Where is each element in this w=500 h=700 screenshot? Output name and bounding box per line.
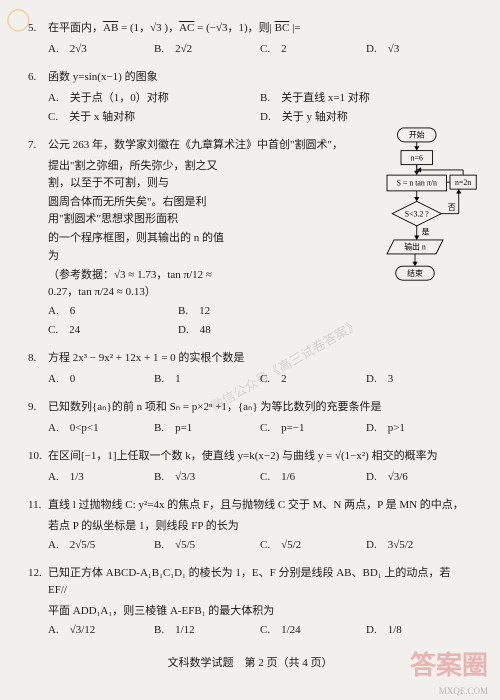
fc-update: n=2n bbox=[455, 178, 471, 187]
q8-opt-c: C. 2 bbox=[260, 371, 366, 388]
q7-num: 7. bbox=[28, 137, 48, 154]
q11-stem: 直线 l 过抛物线 C: y²=4x 的焦点 F，且与抛物线 C 交于 M、N … bbox=[48, 497, 472, 514]
q9-num: 9. bbox=[28, 399, 48, 416]
q12-opt-d: D. 1/8 bbox=[366, 622, 472, 639]
q8-opt-d: D. 3 bbox=[366, 371, 472, 388]
q7-line3: 圆周合体而无所失矣"。右图是利用"割圆术"思想求图形面积 bbox=[28, 194, 228, 228]
q11-opt-b: B. √5/5 bbox=[154, 537, 260, 554]
q9-opt-d: D. p>1 bbox=[366, 420, 472, 437]
q8-num: 8. bbox=[28, 350, 48, 367]
q10-num: 10. bbox=[28, 448, 48, 465]
q12-line2: 平面 ADD₁A₁，则三棱锥 A-EFB₁ 的最大体积为 bbox=[28, 603, 472, 620]
watermark-url: MXQE.COM bbox=[439, 686, 488, 696]
q7-opt-b: B. 12 bbox=[178, 303, 308, 320]
q6-opt-b: B. 关于直线 x=1 对称 bbox=[260, 90, 472, 107]
q5-stem: 在平面内，AB = (1，√3 )，AC = (−√3，1)，则| BC |= bbox=[48, 20, 472, 37]
q6-num: 6. bbox=[28, 69, 48, 86]
q7-opt-d: D. 48 bbox=[178, 322, 308, 339]
question-8: 8. 方程 2x³ − 9x² + 12x + 1 = 0 的实根个数是 A. … bbox=[28, 350, 472, 390]
q5-num: 5. bbox=[28, 20, 48, 37]
q12-opt-b: B. 1/12 bbox=[154, 622, 260, 639]
question-12: 12. 已知正方体 ABCD-A₁B₁C₁D₁ 的棱长为 1，E、F 分别是线段… bbox=[28, 565, 472, 641]
q9-opt-c: C. p=−1 bbox=[260, 420, 366, 437]
q12-stem: 已知正方体 ABCD-A₁B₁C₁D₁ 的棱长为 1，E、F 分别是线段 AB、… bbox=[48, 565, 472, 599]
q11-line2: 若点 P 的纵坐标是 1，则线段 FP 的长为 bbox=[28, 518, 472, 535]
q9-opt-b: B. p=1 bbox=[154, 420, 260, 437]
question-11: 11. 直线 l 过抛物线 C: y²=4x 的焦点 F，且与抛物线 C 交于 … bbox=[28, 497, 472, 556]
fc-formula: S = n tan π/n bbox=[397, 179, 437, 188]
q8-opt-b: B. 1 bbox=[154, 371, 260, 388]
q11-opt-a: A. 2√5/5 bbox=[48, 537, 154, 554]
q10-opt-b: B. √3/3 bbox=[154, 469, 260, 486]
q9-opt-a: A. 0<p<1 bbox=[48, 420, 154, 437]
fc-cond: S<3.2 ? bbox=[405, 209, 430, 218]
q5-opt-b: B. 2√2 bbox=[154, 41, 260, 58]
q6-stem: 函数 y=sin(x−1) 的图象 bbox=[48, 69, 472, 86]
q10-opt-d: D. √3/6 bbox=[366, 469, 472, 486]
q7-line4: 的一个程序框图，则其输出的 n 的值为 bbox=[28, 230, 228, 264]
q5-opt-c: C. 2 bbox=[260, 41, 366, 58]
q10-stem: 在区间[−1，1]上任取一个数 k，使直线 y=k(x−2) 与曲线 y = √… bbox=[48, 448, 472, 465]
q8-opt-a: A. 0 bbox=[48, 371, 154, 388]
fc-yes: 是 bbox=[422, 228, 430, 237]
page-footer: 文科数学试题 第 2 页（共 4 页） bbox=[28, 655, 472, 672]
fc-out: 输出 n bbox=[404, 242, 426, 252]
q10-opt-a: A. 1/3 bbox=[48, 469, 154, 486]
q7-line5: （参考数据：√3 ≈ 1.73，tan π/12 ≈ 0.27，tan π/24… bbox=[28, 267, 228, 301]
q5-opt-a: A. 2√3 bbox=[48, 41, 154, 58]
q7-line2: 提出"割之弥细，所失弥少，割之又割，以至于不可割，则与 bbox=[28, 158, 228, 192]
q12-opt-c: C. 1/24 bbox=[260, 622, 366, 639]
q11-opt-c: C. √5/2 bbox=[260, 537, 366, 554]
q9-stem: 已知数列{aₙ}的前 n 项和 Sₙ = p×2ⁿ +1，{aₙ} 为等比数列的… bbox=[48, 399, 472, 416]
q11-opt-d: D. 3√5/2 bbox=[366, 537, 472, 554]
q6-opt-c: C. 关于 x 轴对称 bbox=[48, 109, 260, 126]
fc-end: 结束 bbox=[407, 268, 423, 278]
flowchart-diagram: 开始 n=6 S = n tan π/n S<3.2 ? 否 n=2n bbox=[373, 118, 478, 318]
question-5: 5. 在平面内，AB = (1，√3 )，AC = (−√3，1)，则| BC … bbox=[28, 20, 472, 60]
q12-num: 12. bbox=[28, 565, 48, 582]
q7-opt-c: C. 24 bbox=[48, 322, 178, 339]
question-9: 9. 已知数列{aₙ}的前 n 项和 Sₙ = p×2ⁿ +1，{aₙ} 为等比… bbox=[28, 399, 472, 439]
fc-no: 否 bbox=[448, 203, 456, 212]
q7-opt-a: A. 6 bbox=[48, 303, 178, 320]
q11-num: 11. bbox=[28, 497, 48, 514]
fc-init: n=6 bbox=[411, 153, 423, 162]
q10-opt-c: C. 1/6 bbox=[260, 469, 366, 486]
q8-stem: 方程 2x³ − 9x² + 12x + 1 = 0 的实根个数是 bbox=[48, 350, 472, 367]
q12-opt-a: A. √3/12 bbox=[48, 622, 154, 639]
q5-opt-d: D. √3 bbox=[366, 41, 472, 58]
fc-start: 开始 bbox=[409, 130, 425, 140]
q6-opt-a: A. 关于点（1，0）对称 bbox=[48, 90, 260, 107]
question-10: 10. 在区间[−1，1]上任取一个数 k，使直线 y=k(x−2) 与曲线 y… bbox=[28, 448, 472, 488]
